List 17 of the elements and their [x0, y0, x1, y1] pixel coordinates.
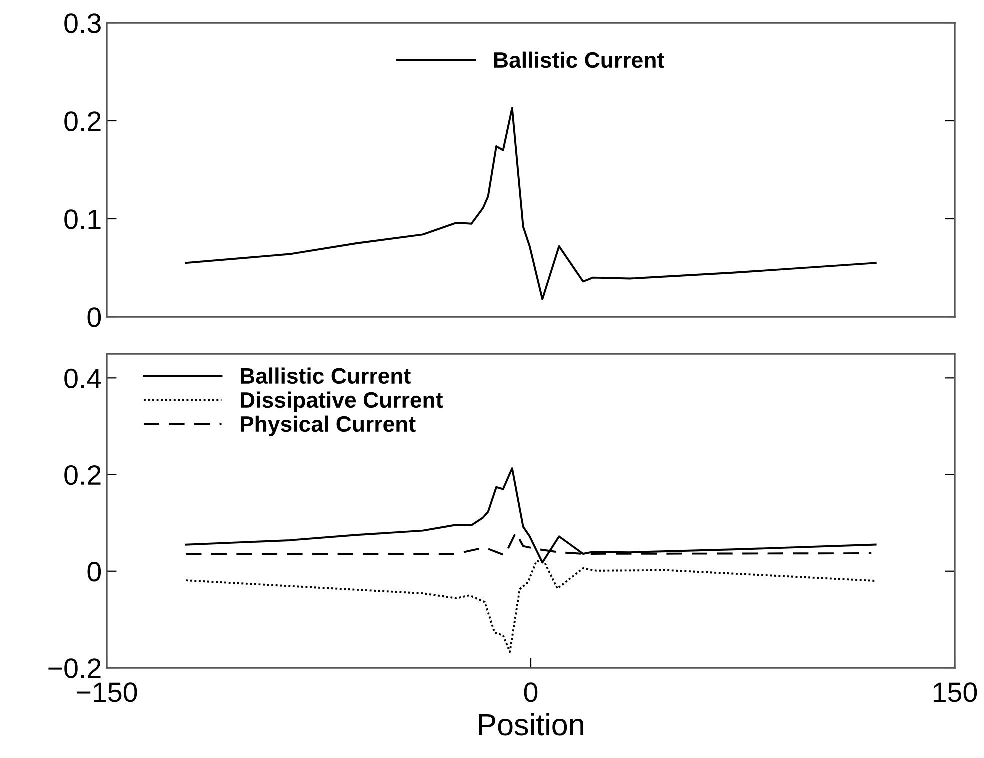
y-tick-label: 0 [88, 308, 102, 328]
y-tick-label: 0.2 [64, 465, 101, 486]
y-tick-label: 0.2 [64, 112, 101, 132]
x-tick-label: −150 [77, 682, 138, 702]
line-series [185, 107, 877, 300]
y-tick-label: 0.3 [64, 14, 101, 34]
legend-label: Physical Current [241, 416, 416, 437]
y-tick-label: 0.1 [64, 210, 101, 230]
x-tick-label: 150 [934, 682, 978, 702]
y-tick-label: 0 [88, 562, 102, 582]
y-tick-label: 0.4 [64, 368, 102, 388]
x-axis-title: Position [479, 713, 584, 736]
legend-label: Ballistic Current [241, 368, 411, 384]
y-tick-label: −0.2 [48, 658, 101, 678]
x-tick-label: 0 [524, 682, 538, 702]
legend-label: Dissipative Current [241, 392, 444, 412]
legend-label: Ballistic Current [494, 52, 664, 68]
